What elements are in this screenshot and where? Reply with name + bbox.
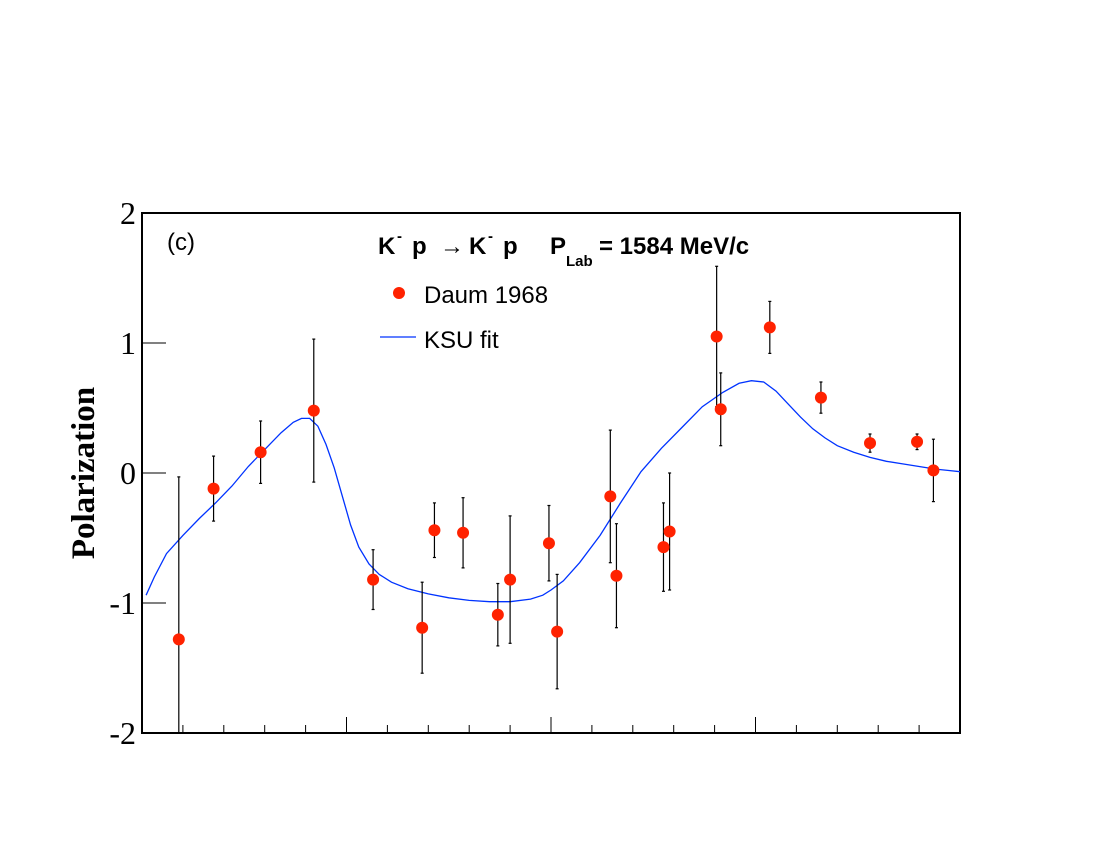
chart-title: K - p → K - p P Lab = 1584 MeV/c <box>378 228 749 270</box>
data-point <box>710 330 723 343</box>
data-point <box>814 391 827 404</box>
data-point <box>551 625 564 638</box>
title-minus1: - <box>397 228 402 245</box>
data-point <box>172 633 185 646</box>
data-point <box>864 437 877 450</box>
data-point <box>254 446 267 459</box>
legend: Daum 1968 KSU fit <box>380 282 548 354</box>
fit-curve <box>145 380 961 603</box>
data-point <box>714 403 727 416</box>
plot-frame <box>141 212 961 734</box>
error-bars <box>177 265 935 734</box>
title-plab-rest: = 1584 MeV/c <box>599 233 749 260</box>
y-tick-label: -2 <box>109 715 136 751</box>
data-point <box>367 573 380 586</box>
data-point <box>491 608 504 621</box>
data-point <box>657 541 670 554</box>
title-k2: K <box>469 233 487 260</box>
data-point <box>457 526 470 539</box>
data-point <box>763 321 776 334</box>
y-tick-label: 1 <box>120 325 136 361</box>
data-point <box>504 573 517 586</box>
legend-fit-label: KSU fit <box>424 327 499 354</box>
y-axis-tick-labels: -2 -1 0 1 2 <box>109 195 136 751</box>
data-point <box>927 464 940 477</box>
data-point <box>416 621 429 634</box>
data-point <box>542 537 555 550</box>
panel-label: (c) <box>167 229 195 256</box>
title-p1: p <box>412 233 427 260</box>
data-point <box>207 482 220 495</box>
title-plab-p: P <box>550 233 566 260</box>
legend-data-label: Daum 1968 <box>424 282 548 309</box>
y-axis-label: Polarization <box>66 387 102 559</box>
data-point <box>604 490 617 503</box>
y-tick-label: -1 <box>109 585 136 621</box>
data-point <box>663 525 676 538</box>
data-point <box>911 435 924 448</box>
data-point <box>428 524 441 537</box>
y-tick-label: 0 <box>120 455 136 491</box>
data-points <box>172 321 940 646</box>
title-arrow: → <box>440 233 464 260</box>
data-point <box>610 569 623 582</box>
title-plab-sub: Lab <box>566 253 593 270</box>
title-k1: K <box>378 233 396 260</box>
x-axis-ticks <box>141 717 961 733</box>
title-minus2: - <box>488 228 493 245</box>
y-axis-ticks <box>142 212 166 734</box>
title-p2: p <box>503 233 518 260</box>
data-point <box>307 404 320 417</box>
y-tick-label: 2 <box>120 195 136 231</box>
legend-data-marker <box>393 287 405 299</box>
